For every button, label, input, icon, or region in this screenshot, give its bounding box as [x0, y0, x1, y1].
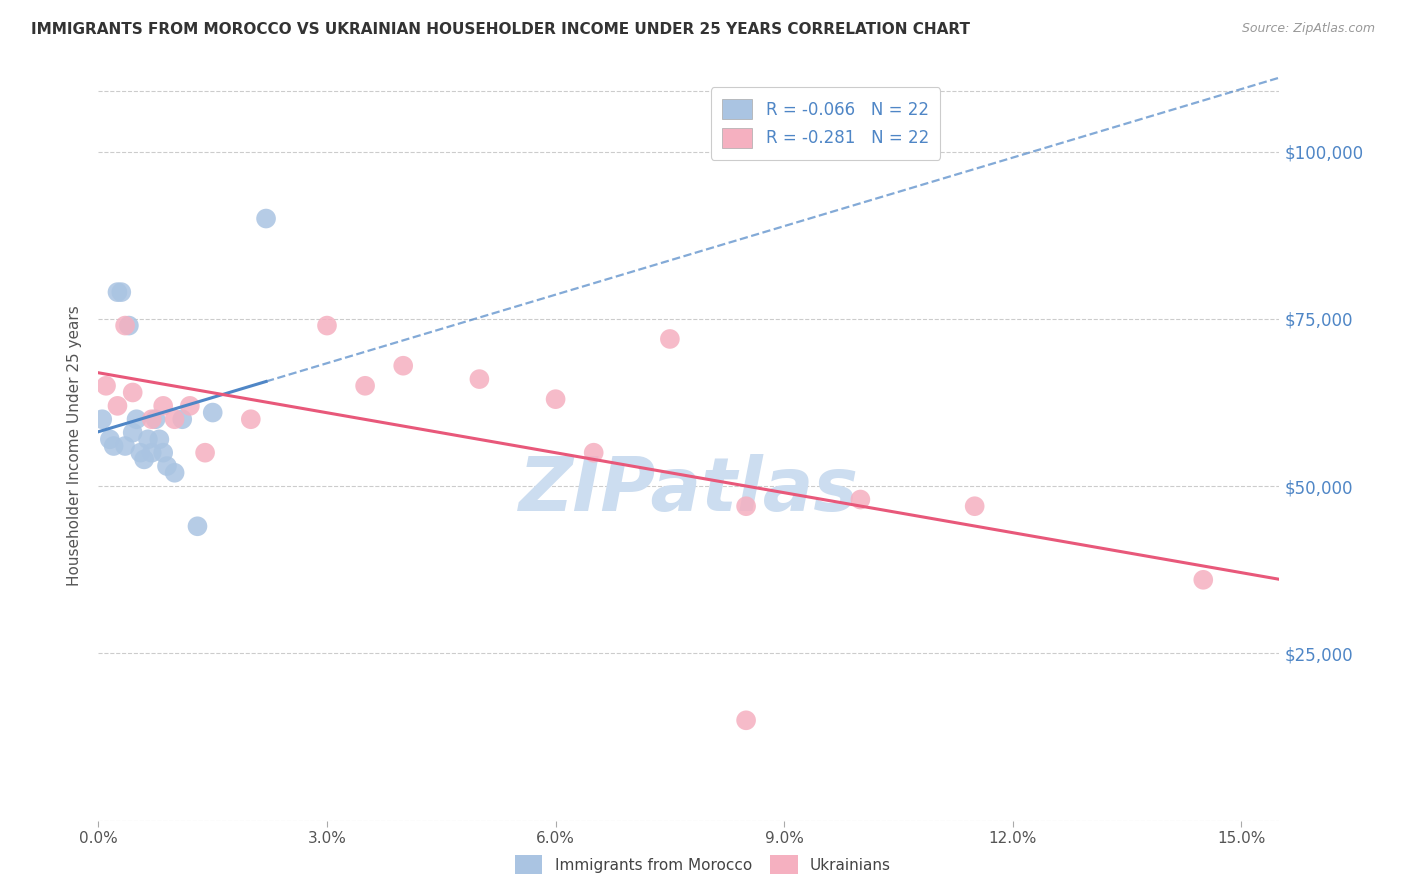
Point — [849, 492, 872, 507]
Point — [141, 446, 163, 460]
Point — [354, 378, 377, 392]
Point — [141, 412, 163, 426]
Text: IMMIGRANTS FROM MOROCCO VS UKRAINIAN HOUSEHOLDER INCOME UNDER 25 YEARS CORRELATI: IMMIGRANTS FROM MOROCCO VS UKRAINIAN HOU… — [31, 22, 970, 37]
Point — [582, 446, 605, 460]
Point — [98, 433, 121, 447]
Point — [963, 500, 986, 514]
Point — [91, 412, 114, 426]
Point — [114, 318, 136, 333]
Point — [544, 392, 567, 407]
Point — [468, 372, 491, 386]
Legend: Immigrants from Morocco, Ukrainians: Immigrants from Morocco, Ukrainians — [509, 849, 897, 880]
Point — [179, 399, 201, 413]
Point — [125, 412, 148, 426]
Point — [94, 378, 117, 392]
Point — [254, 211, 277, 226]
Point — [735, 500, 758, 514]
Point — [148, 433, 170, 447]
Legend: R = -0.066   N = 22, R = -0.281   N = 22: R = -0.066 N = 22, R = -0.281 N = 22 — [710, 87, 941, 160]
Point — [145, 412, 167, 426]
Point — [107, 285, 129, 299]
Text: Source: ZipAtlas.com: Source: ZipAtlas.com — [1241, 22, 1375, 36]
Point — [129, 446, 152, 460]
Point — [201, 405, 224, 420]
Point — [163, 466, 186, 480]
Text: ZIPatlas: ZIPatlas — [519, 454, 859, 527]
Point — [103, 439, 125, 453]
Point — [735, 714, 758, 728]
Point — [136, 433, 159, 447]
Point — [1192, 573, 1215, 587]
Point — [194, 446, 217, 460]
Point — [114, 439, 136, 453]
Point — [134, 452, 156, 467]
Point — [316, 318, 339, 333]
Point — [658, 332, 681, 346]
Point — [186, 519, 208, 533]
Point — [152, 399, 174, 413]
Point — [107, 399, 129, 413]
Point — [121, 385, 143, 400]
Point — [118, 318, 141, 333]
Point — [163, 412, 186, 426]
Point — [172, 412, 194, 426]
Point — [239, 412, 262, 426]
Y-axis label: Householder Income Under 25 years: Householder Income Under 25 years — [67, 306, 83, 586]
Point — [152, 446, 174, 460]
Point — [110, 285, 132, 299]
Point — [121, 425, 143, 440]
Point — [392, 359, 415, 373]
Point — [156, 458, 179, 473]
